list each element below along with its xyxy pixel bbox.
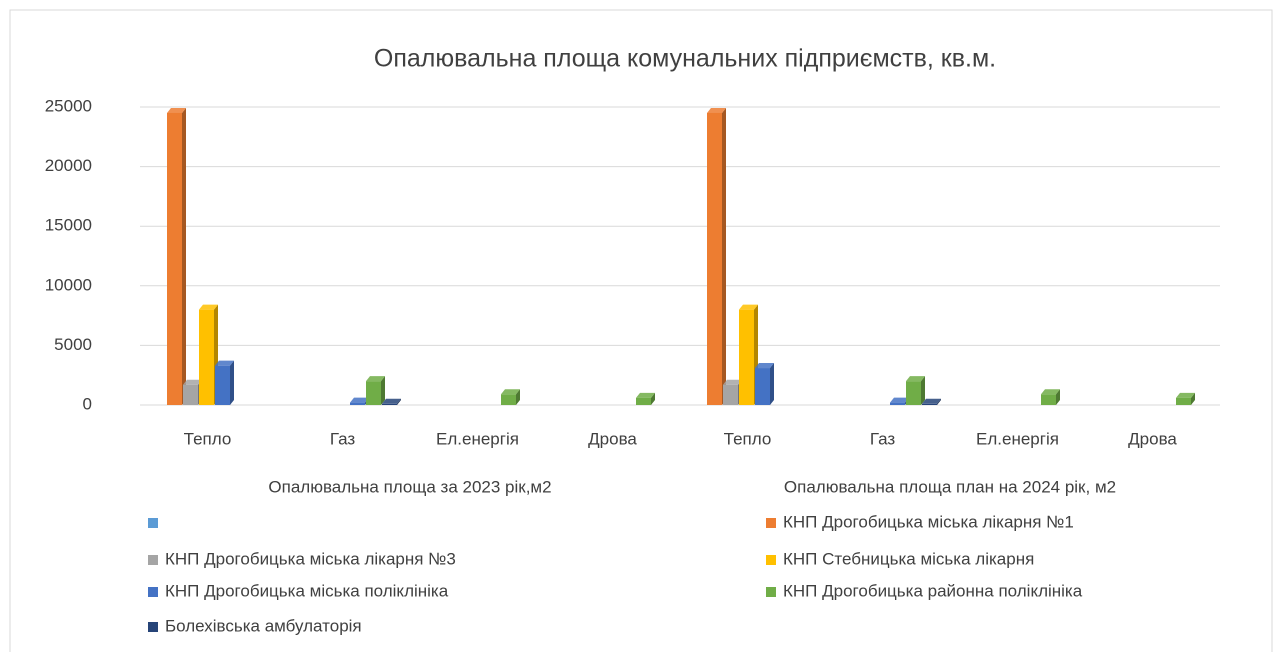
bar (366, 376, 385, 405)
bar (215, 360, 234, 405)
group-label: Опалювальна площа за 2023 рік,м2 (268, 477, 551, 496)
bar-front (1041, 394, 1056, 405)
x-tick-label: Ел.енергія (976, 429, 1059, 448)
legend-swatch (148, 518, 158, 528)
x-tick-label: Дрова (1128, 429, 1177, 448)
x-tick-label: Газ (870, 429, 896, 448)
bar-side (381, 376, 385, 405)
bar (636, 392, 655, 405)
bar (382, 398, 401, 405)
bar-top (890, 397, 909, 403)
bar-front (707, 112, 722, 406)
bar (755, 363, 774, 405)
legend-swatch (766, 555, 776, 565)
bar (707, 107, 726, 406)
bar-front (350, 402, 365, 405)
bar-top (707, 107, 726, 113)
bar-top (906, 376, 925, 382)
bar (501, 389, 520, 405)
bar (922, 398, 941, 405)
bar-front (215, 365, 230, 405)
bar-top (382, 398, 401, 404)
y-tick-label: 10000 (45, 275, 92, 294)
legend-swatch (766, 587, 776, 597)
bar-top (723, 379, 742, 385)
y-tick-label: 20000 (45, 156, 92, 175)
x-tick-label: Дрова (588, 429, 637, 448)
bar-top (366, 376, 385, 382)
bar (1041, 389, 1060, 405)
y-tick-label: 15000 (45, 216, 92, 235)
bar-side (921, 376, 925, 405)
x-tick-label: Газ (330, 429, 356, 448)
x-tick-label: Тепло (184, 429, 232, 448)
bar-top (739, 304, 758, 310)
bar-top (199, 304, 218, 310)
chart-frame (9, 9, 1273, 652)
legend-swatch (766, 518, 776, 528)
group-label: Опалювальна площа план на 2024 рік, м2 (784, 477, 1116, 496)
bar-top (636, 392, 655, 398)
bar-front (501, 394, 516, 405)
bar-front (922, 403, 937, 405)
y-tick-label: 25000 (45, 96, 92, 115)
bar (1176, 392, 1195, 405)
bar-front (723, 384, 738, 405)
bar-side (230, 360, 234, 405)
bar-front (906, 381, 921, 405)
legend-label: Болехівська амбулаторія (165, 616, 362, 635)
legend-label: КНП Дрогобицька районна поліклініка (783, 581, 1083, 600)
x-tick-label: Ел.енергія (436, 429, 519, 448)
bar-front (890, 402, 905, 405)
legend-swatch (148, 587, 158, 597)
bar-front (167, 112, 182, 406)
bar-top (501, 389, 520, 395)
y-tick-label: 5000 (54, 335, 92, 354)
legend-label: КНП Дрогобицька міська лікарня №1 (783, 512, 1074, 531)
bar (906, 376, 925, 405)
bar-front (739, 309, 754, 405)
bar-front (1176, 397, 1191, 405)
bar-top (1176, 392, 1195, 398)
bar-front (755, 368, 770, 405)
legend-label: КНП Дрогобицька міська лікарня №3 (165, 549, 456, 568)
bar-front (636, 397, 651, 405)
bar-side (516, 389, 520, 405)
bar-top (215, 360, 234, 366)
bar-top (167, 107, 186, 113)
bar (167, 107, 186, 406)
bar-top (350, 397, 369, 403)
bar-front (366, 381, 381, 405)
chart-title: Опалювальна площа комунальних підприємст… (374, 45, 996, 73)
bar-front (183, 384, 198, 405)
legend-swatch (148, 555, 158, 565)
bar-front (199, 309, 214, 405)
bar-side (937, 398, 941, 405)
bar-front (382, 403, 397, 405)
x-tick-label: Тепло (724, 429, 772, 448)
bar-side (651, 392, 655, 405)
legend-label: КНП Стебницька міська лікарня (783, 549, 1034, 568)
bar-side (770, 363, 774, 405)
bar-side (1056, 389, 1060, 405)
bar-top (922, 398, 941, 404)
bar-side (1191, 392, 1195, 405)
legend-label: КНП Дрогобицька міська поліклініка (165, 581, 449, 600)
bar-top (755, 363, 774, 369)
bar-top (183, 379, 202, 385)
bar-side (397, 398, 401, 405)
bar-side (722, 107, 726, 406)
bar-top (1041, 389, 1060, 395)
legend-swatch (148, 622, 158, 632)
y-tick-label: 0 (83, 394, 92, 413)
bar-side (182, 107, 186, 406)
